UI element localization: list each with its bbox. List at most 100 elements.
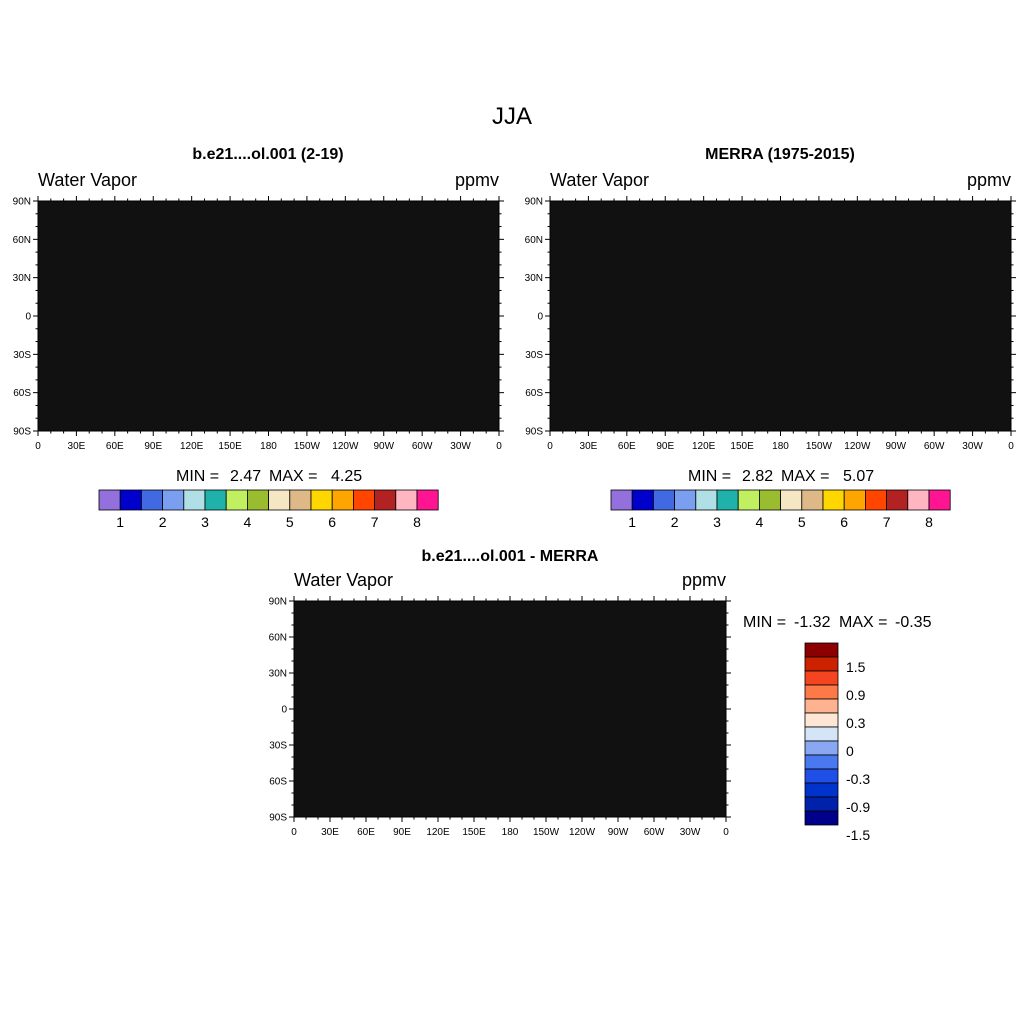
colorbar-swatch <box>610 489 633 511</box>
panel-difference-max-value: -0.35 <box>895 614 932 631</box>
colorbar-label: 6 <box>328 514 336 530</box>
lat-tick-label: 60N <box>13 235 31 246</box>
figure-title: JJA <box>492 103 532 130</box>
colorbar-label: 3 <box>201 514 209 530</box>
colorbar-swatch <box>804 726 839 742</box>
colorbar-swatch <box>416 489 439 511</box>
lat-tick-label: 90S <box>525 427 543 438</box>
colorbar-swatch <box>395 489 418 511</box>
colorbar-label: -0.9 <box>846 799 870 815</box>
lat-tick-label: 30S <box>13 350 31 361</box>
coastlines <box>550 210 1011 412</box>
lon-tick-label: 90E <box>656 441 674 452</box>
panel-difference-lon-ticks: 0 30E 60E 90E 120E 150E 180 150W 120W 90W 60W 30W 0 <box>291 596 729 838</box>
colorbar-label: 0.3 <box>846 715 866 731</box>
colorbar-swatch <box>801 489 824 511</box>
panel-merra-variable-label: Water Vapor <box>550 170 649 190</box>
panel-difference-min-value: -1.32 <box>794 614 831 631</box>
colorbar-label: 4 <box>756 514 764 530</box>
colorbar-label: 2 <box>159 514 167 530</box>
lon-tick-label: 0 <box>1008 441 1014 452</box>
colorbar-swatch <box>804 810 839 826</box>
lon-tick-label: 0 <box>547 441 553 452</box>
panel-merra-lat-ticks: 90N 60N 30N 0 30S 60S 90S <box>525 197 1016 438</box>
colorbar-label: 1 <box>628 514 636 530</box>
lon-tick-label: 0 <box>496 441 502 452</box>
lon-tick-label: 60E <box>618 441 636 452</box>
lon-tick-label: 150E <box>462 827 486 838</box>
panel-merra-contours <box>550 201 1011 431</box>
colorbar-swatch <box>289 489 312 511</box>
panel-difference-max-label: MAX = <box>839 614 887 631</box>
lon-tick-label: 90E <box>144 441 162 452</box>
panel-model-max-value: 4.25 <box>331 468 362 485</box>
colorbar-label: 2 <box>671 514 679 530</box>
panel-model-title: b.e21....ol.001 (2-19) <box>192 146 343 163</box>
lon-tick-label: 90W <box>373 441 394 452</box>
colorbar-swatch <box>928 489 951 511</box>
lon-tick-label: 60W <box>924 441 945 452</box>
colorbar-swatch <box>631 489 654 511</box>
lat-tick-label: 30N <box>269 669 287 680</box>
colorbar-label: 3 <box>713 514 721 530</box>
lon-tick-label: 120W <box>332 441 359 452</box>
colorbar-swatch <box>695 489 718 511</box>
panel-difference-units-label: ppmv <box>682 570 726 590</box>
colorbar-swatch <box>374 489 397 511</box>
colorbar-swatch <box>804 698 839 714</box>
lon-tick-label: 150W <box>533 827 560 838</box>
panel-model-max-label: MAX = <box>269 468 317 485</box>
lon-tick-label: 120W <box>569 827 596 838</box>
lon-tick-label: 30W <box>680 827 701 838</box>
colorbar-swatch <box>246 489 269 511</box>
lat-tick-label: 0 <box>25 312 31 323</box>
lat-tick-label: 30N <box>525 273 543 284</box>
colorbar-swatch <box>804 782 839 798</box>
panel-merra-colorbar: 1 2 3 4 5 6 7 8 <box>610 489 951 530</box>
lon-tick-label: 120E <box>180 441 204 452</box>
lon-tick-label: 30E <box>321 827 339 838</box>
colorbar-label: -1.5 <box>846 827 870 843</box>
panel-merra-min-label: MIN = <box>688 468 731 485</box>
panel-model-min-label: MIN = <box>176 468 219 485</box>
colorbar-label: -0.3 <box>846 771 870 787</box>
colorbar-label: 1 <box>116 514 124 530</box>
lon-tick-label: 90W <box>885 441 906 452</box>
lon-tick-label: 90E <box>393 827 411 838</box>
panel-merra-min-value: 2.82 <box>742 468 773 485</box>
colorbar-label: 8 <box>413 514 421 530</box>
colorbar-swatch <box>843 489 866 511</box>
lat-tick-label: 30S <box>269 741 287 752</box>
colorbar-swatch <box>737 489 760 511</box>
lon-tick-label: 150E <box>218 441 242 452</box>
lon-tick-label: 180 <box>502 827 519 838</box>
panel-model-contours <box>38 201 499 431</box>
colorbar-swatch <box>804 670 839 686</box>
lat-tick-label: 30N <box>13 273 31 284</box>
lat-tick-label: 90N <box>525 197 543 208</box>
colorbar-label: 7 <box>371 514 379 530</box>
colorbar-swatch <box>804 712 839 728</box>
colorbar-swatch <box>352 489 375 511</box>
panel-model-colorbar: 1 2 3 4 5 6 7 8 <box>98 489 439 530</box>
colorbar-swatch <box>653 489 676 511</box>
lon-tick-label: 60W <box>644 827 665 838</box>
colorbar-swatch <box>907 489 930 511</box>
lat-tick-label: 30S <box>525 350 543 361</box>
panel-model-lon-ticks: 0 30E 60E 90E 120E 150E 180 150W 120W 90W 60W 30W 0 <box>35 196 502 452</box>
colorbar-swatch <box>865 489 888 511</box>
colorbar-swatch <box>804 684 839 700</box>
panel-difference-colorbar: 1.5 0.9 0.3 0 -0.3 -0.9 -1.5 <box>804 642 870 843</box>
lat-tick-label: 90N <box>269 597 287 608</box>
panel-difference-variable-label: Water Vapor <box>294 570 393 590</box>
colorbar-label: 7 <box>883 514 891 530</box>
lon-tick-label: 150W <box>806 441 833 452</box>
panel-merra-lon-ticks: 0 30E 60E 90E 120E 150E 180 150W 120W 90W 60W 30W 0 <box>547 196 1014 452</box>
lat-tick-label: 90S <box>269 813 287 824</box>
colorbar-label: 0.9 <box>846 687 866 703</box>
lon-tick-label: 0 <box>35 441 41 452</box>
colorbar-swatch <box>183 489 206 511</box>
lat-tick-label: 60S <box>13 388 31 399</box>
coastlines <box>294 610 726 800</box>
panel-difference: b.e21....ol.001 - MERRA Water Vapor ppmv… <box>269 548 932 843</box>
